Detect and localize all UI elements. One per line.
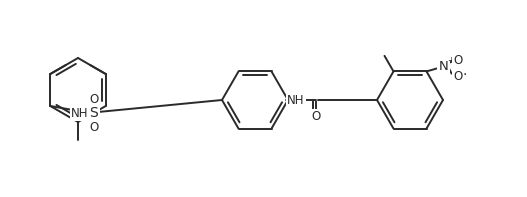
Text: O: O	[90, 93, 99, 106]
Text: S: S	[90, 106, 99, 120]
Text: NH: NH	[71, 107, 89, 120]
Text: O: O	[453, 54, 462, 67]
Text: O: O	[311, 110, 320, 123]
Text: O: O	[453, 70, 462, 83]
Text: N: N	[438, 60, 448, 73]
Text: ·: ·	[462, 68, 467, 82]
Text: O: O	[90, 121, 99, 134]
Text: NH: NH	[287, 94, 305, 107]
Text: +: +	[447, 56, 454, 65]
